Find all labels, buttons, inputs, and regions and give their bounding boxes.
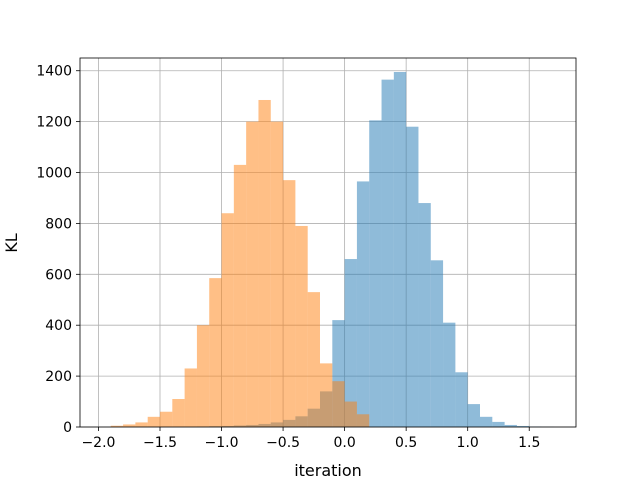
x-tick-label: 0.0 [333,435,355,451]
histogram-bar-series-1 [418,203,431,427]
plot-frame [79,57,577,428]
histogram-bar-series-2 [221,213,234,427]
histogram-bar-series-1 [381,79,394,427]
histogram-bar-series-2 [283,180,296,427]
axis-ticks: −2.0 −1.5 −1.0 −0.5 0.0 0.5 1.0 1.5 0 200 400 600 80… [36,64,540,451]
histogram-bar-series-2 [110,425,124,427]
y-tick-label: 200 [45,369,72,385]
histogram-bar-series-1 [467,404,480,427]
y-tick-label: 600 [45,267,72,283]
histogram-bar-series-2 [172,399,185,427]
histogram-bar-series-2 [332,381,345,427]
histogram-bar-series-1 [406,126,419,428]
histogram-bar-series-1 [516,425,530,427]
histogram-bar-series-1 [504,424,517,427]
y-axis-label: KL [2,233,21,252]
histogram-bar-series-2 [295,225,308,427]
y-tick-label: 1000 [36,166,72,182]
histogram-bar-series-1 [480,416,493,427]
y-tick-label: 1400 [36,64,72,80]
x-tick-label: 0.5 [395,435,417,451]
histogram-bar-series-1 [492,421,505,427]
histogram-bar-series-1 [393,71,407,427]
x-tick-label: −1.0 [205,435,239,451]
histogram-bar-series-2 [147,416,160,427]
histogram-bar-series-1 [344,259,357,427]
x-tick-label: −2.0 [81,435,115,451]
histogram-bar-series-2 [209,278,222,427]
x-tick-label: −1.5 [143,435,177,451]
histogram-bar-series-2 [307,292,320,427]
y-tick-label: 0 [63,420,72,436]
histogram-bar-series-1 [369,120,382,428]
y-tick-label: 1200 [36,115,72,131]
x-tick-label: 1.5 [518,435,540,451]
histogram-bar-series-2 [270,121,284,427]
y-tick-label: 800 [45,216,72,232]
histogram-bars [110,71,554,428]
histogram-bar-series-2 [320,363,333,427]
x-tick-label: 1.0 [457,435,479,451]
histogram-bar-series-1 [443,322,456,427]
histogram-bar-series-2 [258,99,271,427]
histogram-bar-series-1 [455,372,468,427]
histogram-bar-series-2 [184,368,197,427]
histogram-bar-series-1 [430,260,444,427]
y-tick-label: 400 [45,318,72,334]
histogram-bar-series-2 [246,121,259,427]
x-tick-label: −0.5 [266,435,300,451]
histogram-bar-series-1 [356,181,370,427]
histogram-bar-series-2 [344,401,357,427]
histogram-bar-series-2 [356,414,370,427]
x-axis-label: iteration [294,461,362,480]
histogram-bar-series-2 [123,424,136,427]
histogram-bar-series-2 [160,411,173,427]
histogram-bar-series-2 [135,422,148,427]
histogram-bar-series-2 [196,325,210,427]
histogram-bar-series-2 [233,164,247,427]
